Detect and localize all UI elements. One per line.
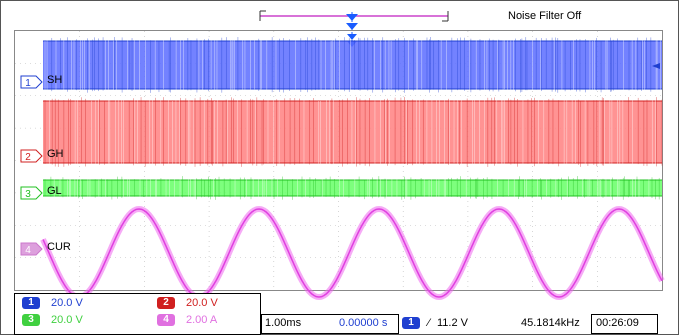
trigger-level-marker-icon[interactable] [652,63,660,69]
channel-1-label: SH [47,74,63,86]
channel-3-chip[interactable]: 3 [22,314,40,326]
traces [40,37,665,301]
channel-2-scale: 20.0 V [186,297,218,309]
svg-text:4: 4 [25,245,31,256]
channel-2-label: GH [47,148,64,160]
clock-readout: 00:26:09 [596,317,639,329]
svg-text:2: 2 [25,152,31,163]
noise-filter-status: Noise Filter Off [508,10,582,22]
trace-channel-3 [43,176,662,200]
trace-channel-1 [43,37,662,93]
channel-3-label: GL [47,185,62,197]
channel-1-scale: 20.0 V [51,297,83,309]
trigger-slope-icon: ⁄ [428,317,430,329]
channel-1-chip[interactable]: 1 [22,297,40,309]
channel-4-scale: 2.00 A [186,314,218,326]
timebase-panel[interactable] [261,314,399,334]
channel-4-chip[interactable]: 4 [157,314,175,326]
trace-channel-4 [40,205,665,301]
timebase-position: 0.00000 s [339,317,388,329]
frequency-readout: 45.1814kHz [521,317,580,329]
channel-3-scale: 20.0 V [51,314,83,326]
trigger-source-chip[interactable]: 1 [402,317,420,329]
channel-2-chip[interactable]: 2 [157,297,175,309]
graticule [14,30,663,291]
channel-4-label: CUR [47,241,71,253]
trigger-level: 11.2 V [437,317,468,329]
clock-panel [591,314,658,334]
svg-text:3: 3 [25,189,31,200]
trace-channel-2 [43,97,663,167]
timebase-scale: 1.00ms [265,317,302,329]
svg-text:1: 1 [25,78,31,89]
